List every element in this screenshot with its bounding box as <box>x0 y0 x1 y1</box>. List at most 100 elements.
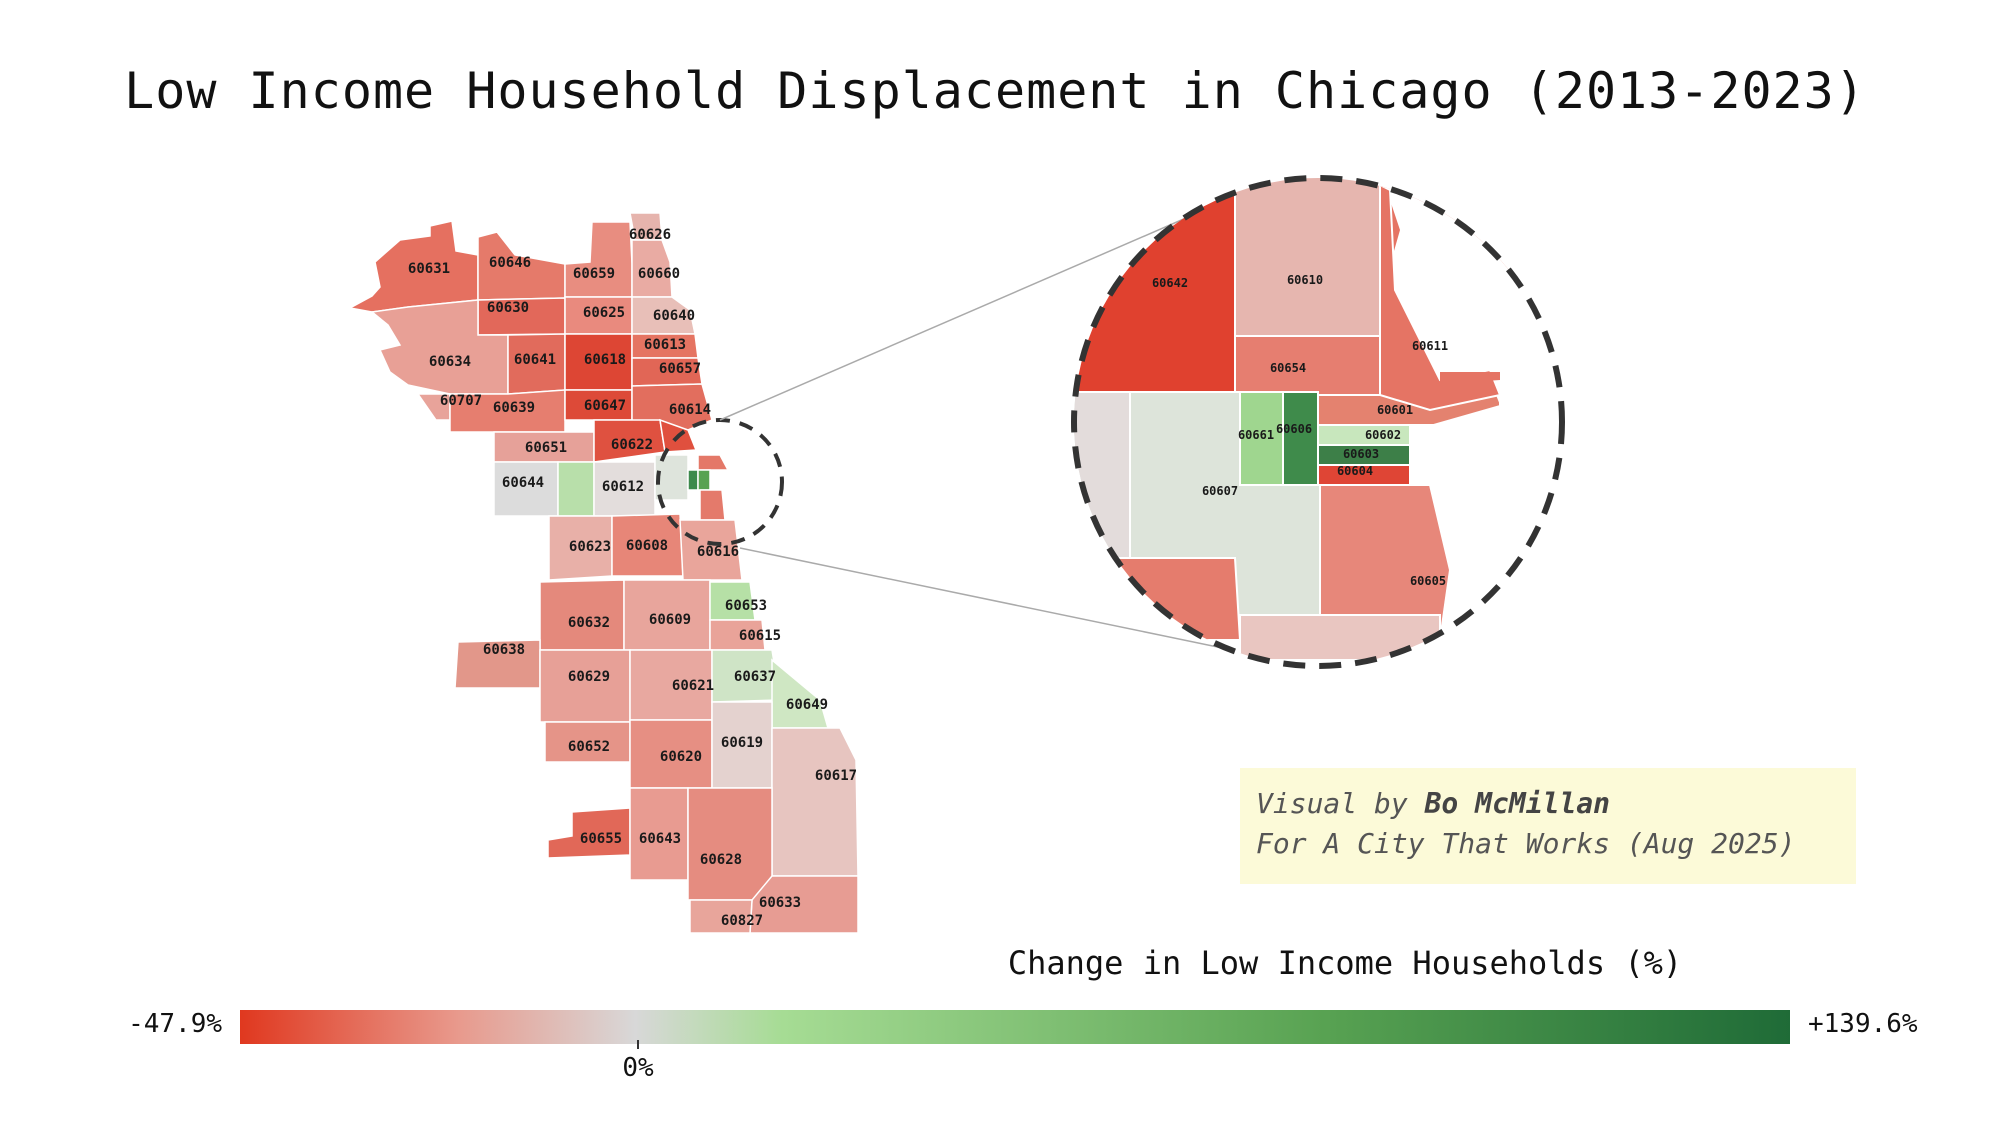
zip-area-60624 <box>557 461 595 517</box>
inset-zoom-circle <box>1071 175 1565 669</box>
zip-label: 60628 <box>700 852 742 868</box>
legend-zero-tick <box>637 1040 639 1049</box>
chicago-map <box>347 212 859 934</box>
zip-label: 60615 <box>739 628 781 644</box>
zip-area-60605-main <box>699 489 726 521</box>
zip-label: 60606 <box>1276 422 1312 436</box>
zip-label: 60619 <box>721 735 763 751</box>
zip-label: 60633 <box>759 895 801 911</box>
inset-zip-labels: 60642 60610 60654 60611 60601 60661 6060… <box>1152 273 1448 588</box>
zip-label: 60659 <box>573 266 615 282</box>
zip-label: 60611 <box>1412 339 1448 353</box>
zip-label: 60657 <box>659 361 701 377</box>
zip-area-60608-inset <box>1239 614 1441 661</box>
zip-label: 60625 <box>583 305 625 321</box>
zip-area-60617 <box>771 727 859 877</box>
zip-label: 60623 <box>569 539 611 555</box>
zip-area-60659 <box>564 221 633 298</box>
zip-label: 60631 <box>408 261 450 277</box>
zip-area-60649 <box>771 658 829 729</box>
legend-max-label: +139.6% <box>1808 1009 1918 1039</box>
zip-label: 60612 <box>602 479 644 495</box>
zip-area-60616 <box>679 519 743 581</box>
zip-label: 60630 <box>487 300 529 316</box>
zip-area-60654 <box>1234 335 1381 396</box>
zip-label: 60642 <box>1152 276 1188 290</box>
zip-area-60606-main <box>687 469 699 491</box>
zip-label: 60602 <box>1365 428 1401 442</box>
zip-label: 60647 <box>584 398 626 414</box>
zoom-connector-top <box>719 217 1187 421</box>
zip-area-60606 <box>1282 391 1319 486</box>
legend-zero-label: 0% <box>622 1053 654 1083</box>
credit-box: Visual by Bo McMillan For A City That Wo… <box>1240 768 1856 884</box>
zip-label: 60632 <box>568 615 610 631</box>
credit-line-1: Visual by Bo McMillan <box>1256 784 1856 824</box>
credit-author: Bo McMillan <box>1424 787 1611 820</box>
zip-area-60607-main <box>654 454 689 501</box>
zip-label: 60629 <box>568 669 610 685</box>
zip-label: 60649 <box>786 697 828 713</box>
zip-area-60629 <box>539 649 631 723</box>
zip-area-60611-shore <box>1369 179 1502 412</box>
zip-label: 60626 <box>629 227 671 243</box>
zip-label: 60609 <box>649 612 691 628</box>
zip-label: 60643 <box>639 831 681 847</box>
zip-label: 60618 <box>584 352 626 368</box>
zip-area-60827 <box>689 899 753 934</box>
zip-label: 60604 <box>1337 464 1373 478</box>
zip-label: 60640 <box>653 308 695 324</box>
zip-label: 60655 <box>580 831 622 847</box>
zip-label: 60651 <box>525 440 567 456</box>
zip-labels: 60626 60631 60646 60659 60660 60630 6062… <box>408 227 857 929</box>
zip-area-60603-main <box>697 469 711 491</box>
zip-label: 60654 <box>1270 361 1306 375</box>
zip-label: 60639 <box>493 400 535 416</box>
zip-label: 60601 <box>1377 403 1413 417</box>
zip-label: 60637 <box>734 669 776 685</box>
zip-label: 60613 <box>644 337 686 353</box>
zip-area-60623 <box>548 515 613 581</box>
zoom-connector-bottom <box>739 547 1233 651</box>
map-title: Low Income Household Displacement in Chi… <box>124 62 1866 120</box>
zip-label: 60638 <box>483 642 525 658</box>
zip-label: 60661 <box>1238 428 1274 442</box>
zip-label: 60614 <box>669 402 711 418</box>
navy-pier <box>1440 372 1500 384</box>
zip-area-60642 <box>1074 178 1236 393</box>
zip-label: 60620 <box>660 749 702 765</box>
zip-area-60610 <box>1234 178 1381 337</box>
zip-label: 60652 <box>568 739 610 755</box>
zip-area-60633 <box>749 875 859 934</box>
zip-label: 60707 <box>440 393 482 409</box>
inset-map <box>1074 178 1562 666</box>
zip-area-60640 <box>631 296 696 335</box>
legend-title: Change in Low Income Households (%) <box>1007 944 1683 982</box>
zip-label: 60603 <box>1343 447 1379 461</box>
zip-label: 60644 <box>502 475 544 491</box>
legend-color-bar <box>240 1010 1790 1044</box>
zip-area-60601-main <box>697 454 730 471</box>
zip-area-60660 <box>631 239 673 298</box>
zip-label: 60827 <box>721 913 763 929</box>
zip-label: 60607 <box>1202 484 1238 498</box>
zip-area-60631 <box>347 220 479 313</box>
zip-label: 60634 <box>429 354 471 370</box>
credit-prefix: Visual by <box>1256 787 1425 820</box>
zip-label: 60660 <box>638 266 680 282</box>
credit-line-2: For A City That Works (Aug 2025) <box>1256 827 1796 860</box>
zip-label: 60605 <box>1410 574 1446 588</box>
zip-label: 60646 <box>489 255 531 271</box>
legend-min-label: -47.9% <box>128 1009 222 1039</box>
zip-area-60616-inset <box>1074 557 1242 641</box>
zip-label: 60608 <box>626 538 668 554</box>
zip-label: 60616 <box>697 544 739 560</box>
zip-label: 60641 <box>514 352 556 368</box>
zip-label: 60621 <box>672 678 714 694</box>
zip-label: 60610 <box>1287 273 1323 287</box>
zip-area-60612-inset <box>1074 391 1131 559</box>
zip-label: 60617 <box>815 768 857 784</box>
zip-label: 60622 <box>611 437 653 453</box>
zip-area-60628 <box>687 787 773 901</box>
